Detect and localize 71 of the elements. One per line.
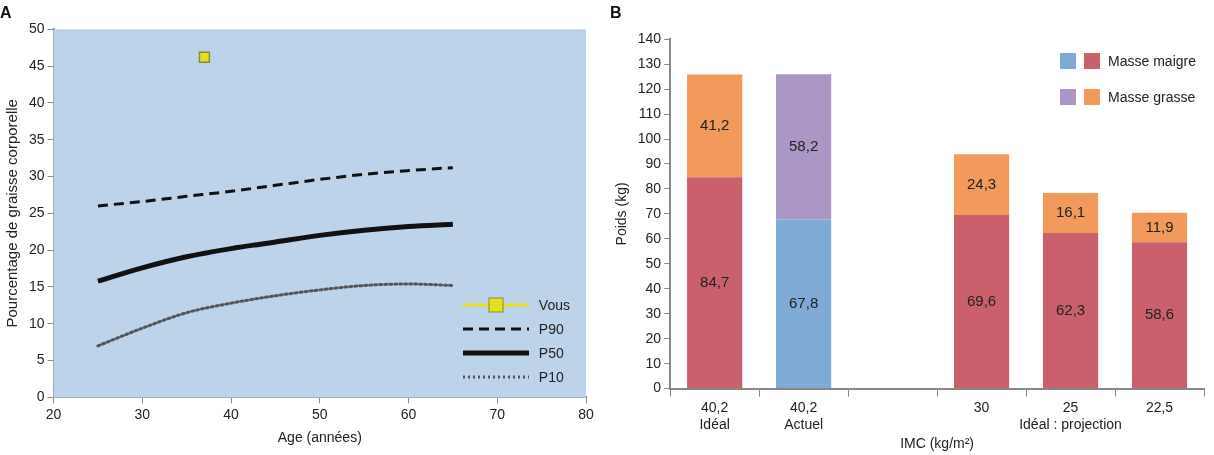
y-tick-label: 110 [638,104,662,121]
data-label: 58,2 [789,136,819,154]
x-tick-label: 80 [578,405,594,422]
y-tick-label: 5 [36,351,45,368]
chart-title: B [610,4,622,22]
y-tick-label: 40 [28,93,45,110]
y-tick-label: 90 [645,154,662,171]
data-label: 16,1 [1055,203,1086,221]
x-tick-label: 22,5 [1145,398,1174,415]
bar [776,219,832,389]
x-tick-label: 25 Idéal : projection [1019,398,1122,432]
bar [687,74,743,178]
y-tick-label: 10 [645,354,662,371]
bar [776,74,832,220]
data-label: 24,3 [966,174,997,192]
bar [1131,242,1188,389]
y-tick-label: 30 [645,304,662,321]
y-tick-label: 0 [36,388,45,405]
legend-label: Masse maigre [1108,53,1196,70]
y-tick-label: 100 [637,129,662,146]
x-tick-label: 40,2 Actuel [784,398,824,432]
y-tick-label: 120 [637,79,662,96]
x-tick-label: 50 [312,405,328,422]
data-label: 84,7 [700,272,730,290]
bar [953,154,1010,215]
data-label: 11,9 [1145,217,1174,235]
y-tick-label: 130 [637,55,662,72]
y-tick-label: 60 [645,229,662,246]
x-tick-label: 40 [223,405,240,422]
bar [1131,212,1188,243]
x-tick-label: 60 [400,405,417,422]
y-tick-label: 20 [645,329,662,346]
legend-label: Masse grasse [1108,89,1196,106]
y-tick-label: 70 [645,204,662,221]
y-tick-label: 20 [28,240,45,257]
data-label: 67,8 [789,293,819,311]
y-tick-label: 40 [645,279,662,296]
data-label: 69,6 [966,291,997,309]
bar [953,214,1010,389]
y-axis-title: Pourcentage de graisse corporelle [3,99,21,328]
x-tick-label: 30 [973,398,990,415]
x-tick-label: 70 [489,405,506,422]
bar [1042,192,1099,234]
bar [1042,233,1099,389]
y-tick-label: 80 [645,179,662,196]
y-tick-label: 25 [28,204,45,221]
y-tick-label: 50 [645,254,662,271]
y-tick-label: 50 [28,20,45,37]
y-tick-label: 15 [28,277,45,294]
data-label: 62,3 [1055,300,1086,318]
y-axis-title: Poids (kg) [613,182,630,246]
x-tick-label: 40,2 Idéal [699,398,730,432]
y-tick-label: 140 [637,30,662,47]
x-tick-label: 30 [134,405,151,422]
data-label: 41,2 [700,115,730,133]
data-label: 58,6 [1144,305,1175,323]
legend-label: P10 [538,369,564,386]
line-series [96,282,455,348]
legend-label: Vous [538,297,570,314]
y-tick-label: 30 [28,167,45,184]
x-axis-title: IMC (kg/m²) [900,435,975,452]
legend-label: P50 [538,345,564,362]
chart-title: A [0,4,12,22]
bar [687,177,743,389]
y-tick-label: 35 [28,130,45,147]
y-tick-label: 0 [653,379,662,396]
line-series [96,166,455,208]
x-axis-title: Age (années) [277,429,362,446]
legend-label: P90 [538,321,564,338]
y-tick-label: 45 [28,56,45,73]
y-tick-label: 10 [28,314,45,331]
